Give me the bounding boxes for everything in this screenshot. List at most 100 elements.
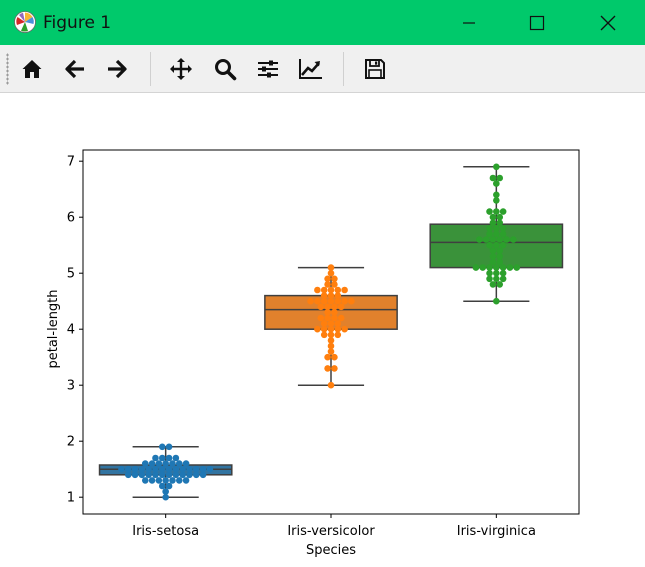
data-point (334, 292, 342, 299)
data-point (327, 264, 335, 271)
data-point (341, 286, 348, 294)
data-point (158, 482, 166, 490)
data-point (334, 325, 342, 333)
data-point (155, 460, 163, 467)
data-point (493, 191, 500, 199)
data-point (506, 264, 514, 271)
data-point (489, 247, 497, 255)
data-point (334, 297, 342, 305)
data-point (499, 230, 507, 238)
data-point (165, 465, 173, 473)
edit-axis-button[interactable] (296, 54, 326, 84)
data-point (496, 219, 504, 227)
y-tick-label: 5 (67, 267, 75, 282)
toolbar-separator (343, 52, 344, 86)
data-point (327, 381, 335, 389)
data-point (493, 297, 500, 305)
data-point (486, 208, 493, 215)
data-point (489, 236, 497, 243)
data-point (162, 477, 169, 484)
data-point (192, 465, 200, 473)
data-point (334, 320, 342, 327)
forward-button[interactable] (102, 54, 132, 84)
data-point (152, 471, 159, 479)
data-point (331, 365, 338, 372)
data-point (327, 325, 335, 333)
data-point (175, 460, 183, 467)
data-point (499, 264, 507, 271)
data-point (162, 488, 169, 495)
x-tick-label: Iris-virginica (457, 524, 536, 539)
data-point (165, 471, 173, 479)
configure-subplots-icon (258, 60, 278, 78)
data-point (331, 275, 338, 283)
close-button[interactable] (580, 0, 636, 45)
data-point (496, 253, 504, 260)
y-tick-label: 3 (67, 379, 75, 394)
data-point (327, 297, 335, 305)
data-point (496, 174, 504, 182)
data-point (493, 225, 500, 232)
data-point (510, 236, 517, 243)
data-point (496, 247, 504, 255)
data-point (165, 443, 173, 451)
back-button[interactable] (60, 54, 90, 84)
data-point (148, 460, 156, 467)
toolbar-separator (150, 52, 151, 86)
data-point (131, 471, 139, 479)
configure-subplots-button[interactable] (253, 54, 283, 84)
data-point (145, 465, 152, 473)
data-point (145, 471, 152, 479)
data-point (320, 331, 328, 339)
data-point (489, 258, 497, 266)
toolbar-grip[interactable] (6, 53, 9, 85)
data-point (179, 471, 186, 479)
figure-canvas[interactable]: 1 2 3 4 5 6 7 Iris-setosa Iris-versicolor Iris-vi… (0, 93, 645, 563)
data-point (182, 460, 190, 467)
data-point (320, 320, 328, 327)
x-axis-label: Species (306, 543, 356, 558)
data-point (192, 471, 200, 479)
data-point (327, 348, 335, 355)
data-point (493, 230, 500, 238)
data-point (314, 286, 321, 294)
data-point (331, 281, 338, 288)
data-point (489, 219, 497, 227)
window-title: Figure 1 (43, 13, 112, 33)
navigation-toolbar (0, 45, 645, 93)
data-point (493, 163, 500, 171)
pan-move-icon (170, 58, 192, 80)
data-point (486, 225, 493, 232)
data-point (327, 320, 335, 327)
data-point (331, 309, 338, 316)
data-point (331, 314, 338, 322)
data-point (496, 236, 504, 243)
data-point (169, 477, 176, 484)
data-point (327, 337, 335, 344)
minimize-button[interactable] (441, 0, 497, 45)
data-point (493, 269, 500, 277)
data-point (169, 460, 176, 467)
maximize-button[interactable] (509, 0, 565, 45)
title-bar[interactable]: Figure 1 (0, 0, 645, 45)
pan-button[interactable] (166, 54, 196, 84)
data-point (327, 269, 335, 277)
data-point (179, 465, 186, 473)
y-tick-label: 4 (67, 323, 75, 338)
home-button[interactable] (17, 54, 47, 84)
data-point (493, 180, 500, 187)
data-point (118, 465, 125, 473)
data-point (317, 314, 325, 322)
data-point (162, 460, 169, 467)
data-point (320, 292, 328, 299)
data-point (186, 465, 193, 473)
data-point (124, 465, 132, 473)
data-point (158, 443, 166, 451)
data-point (327, 342, 335, 350)
close-icon (600, 15, 616, 30)
data-point (158, 454, 166, 462)
zoom-button[interactable] (210, 54, 240, 84)
data-point (493, 241, 500, 249)
save-button[interactable] (360, 54, 390, 84)
data-point (499, 225, 507, 232)
